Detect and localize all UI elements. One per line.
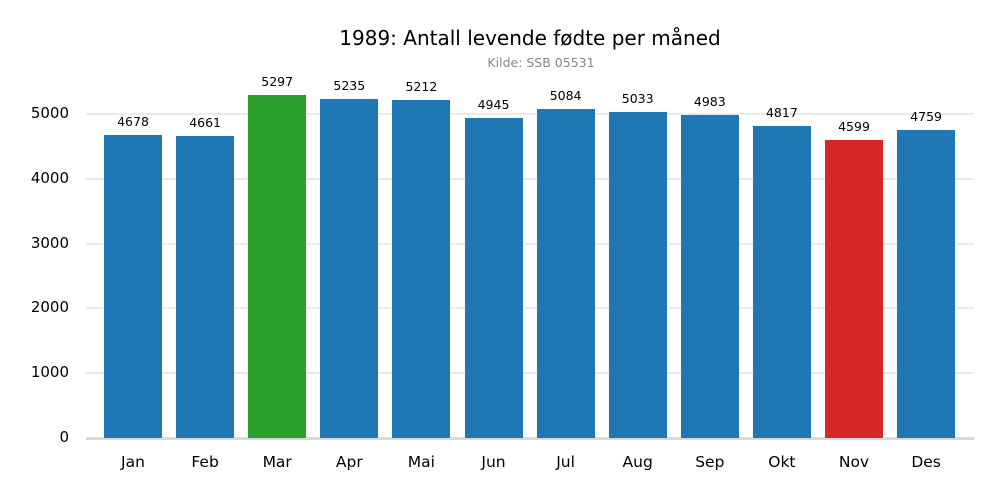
bar-jan: [104, 134, 162, 438]
bar-value-label: 4661: [189, 114, 221, 130]
bar-mai: [392, 100, 451, 438]
gridline: [86, 372, 974, 375]
bar-value-label: 5297: [261, 73, 294, 89]
gridline: [86, 242, 974, 245]
x-axis-line: [86, 437, 974, 440]
x-tick-label: Aug: [622, 453, 653, 471]
bar-mar: [248, 94, 307, 438]
gridline: [86, 177, 974, 180]
bar-aug: [608, 111, 667, 438]
y-tick-label: 3000: [30, 233, 69, 252]
x-tick-label: Feb: [191, 453, 219, 471]
y-tick-label: 0: [59, 428, 69, 446]
bar-value-label: 5084: [549, 87, 582, 103]
bar-feb: [176, 135, 235, 438]
x-tick-label: Jun: [481, 453, 506, 471]
x-tick-label: Jan: [121, 453, 145, 471]
x-tick-label: Des: [911, 453, 941, 471]
bar-value-label: 4817: [765, 104, 798, 120]
y-tick-label: 5000: [30, 104, 69, 122]
bar-value-label: 5235: [333, 77, 366, 93]
bar-nov: [825, 139, 883, 438]
bar-sep: [680, 115, 739, 438]
bar-apr: [320, 98, 379, 438]
x-tick-label: Jul: [556, 453, 575, 471]
x-tick-label: Okt: [768, 453, 796, 471]
chart-subtitle: Kilde: SSB 05531: [487, 55, 595, 70]
y-tick-label: 1000: [30, 363, 69, 382]
bar-value-label: 4678: [117, 113, 149, 129]
gridline: [86, 307, 974, 310]
bar-des: [897, 129, 956, 438]
bar-value-label: 4945: [477, 96, 510, 112]
x-tick-label: Apr: [335, 453, 363, 471]
x-tick-label: Mai: [407, 453, 435, 471]
y-tick-label: 2000: [30, 298, 69, 317]
x-tick-label: Sep: [695, 453, 725, 471]
x-tick-label: Mar: [262, 453, 292, 471]
plot-area: 4678 4661 5297 5235 5212 4945 5084 5033 4983 4817…: [86, 60, 974, 440]
bar-value-label: 4599: [838, 118, 870, 134]
chart-title: 1989: Antall levende fødte per måned: [339, 26, 721, 50]
bar-value-label: 4759: [910, 108, 942, 124]
bar-jul: [536, 108, 595, 438]
bar-jun: [464, 117, 523, 438]
bar-value-label: 5033: [621, 90, 654, 106]
bar-value-label: 4983: [693, 94, 726, 110]
gridline: [86, 113, 974, 115]
x-tick-label: Nov: [838, 453, 870, 471]
bar-value-label: 5212: [405, 79, 438, 95]
bar-okt: [752, 125, 811, 438]
y-tick-label: 4000: [30, 168, 69, 187]
